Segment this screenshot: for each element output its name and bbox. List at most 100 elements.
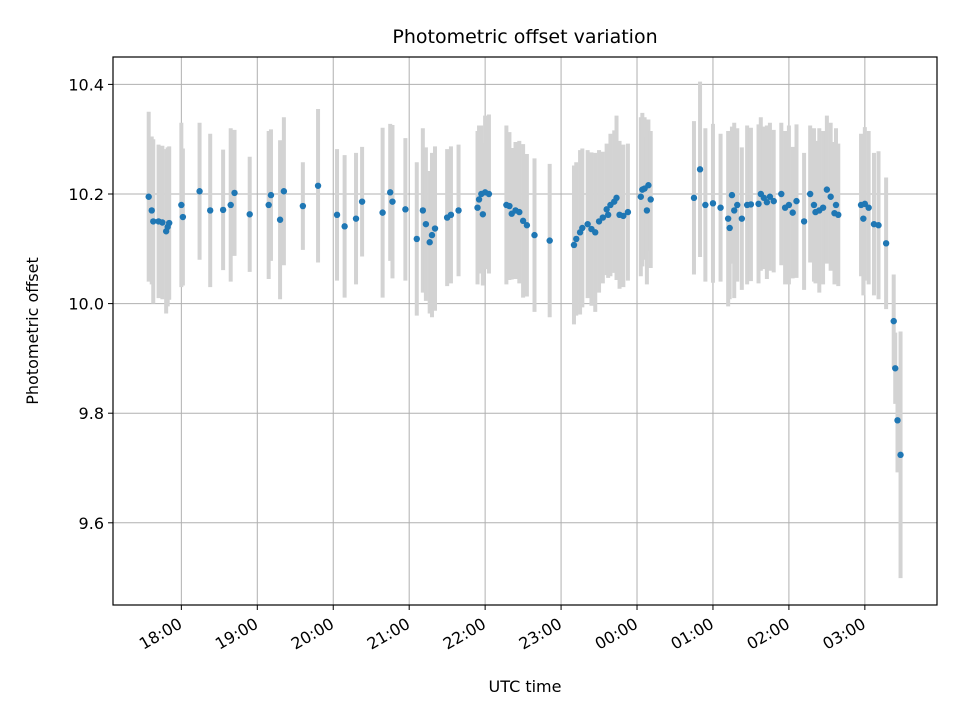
data-point	[827, 193, 834, 200]
x-axis-label: UTC time	[489, 677, 562, 696]
data-point	[770, 197, 777, 205]
data-point	[219, 206, 227, 214]
data-point	[806, 190, 814, 198]
data-point	[246, 211, 253, 218]
data-point	[299, 202, 307, 210]
data-point	[603, 206, 610, 213]
data-point	[832, 201, 840, 209]
data-point	[570, 241, 578, 249]
data-point	[280, 188, 288, 195]
y-axis-ticks: 9.6 9.8 10.0 10.2 10.4	[68, 75, 113, 533]
data-point	[696, 166, 704, 173]
data-point	[231, 189, 238, 197]
plot-frame	[112, 56, 938, 606]
data-point	[860, 215, 867, 222]
data-point	[592, 229, 599, 236]
data-point	[624, 208, 632, 216]
data-point	[731, 207, 738, 214]
data-point	[413, 235, 420, 243]
data-point	[475, 196, 483, 203]
data-point	[227, 201, 234, 209]
data-point	[196, 188, 203, 195]
data-point	[546, 237, 553, 244]
data-point	[645, 182, 652, 189]
data-point	[894, 417, 901, 424]
y-tick-label: 10.0	[68, 295, 104, 314]
data-point	[766, 193, 774, 200]
data-point	[800, 218, 808, 225]
data-point	[643, 207, 651, 214]
data-point	[728, 191, 736, 199]
data-point	[148, 207, 155, 214]
data-point	[755, 200, 762, 208]
data-point	[455, 207, 462, 214]
data-point	[620, 212, 627, 220]
y-tick-label: 9.6	[79, 514, 104, 533]
data-point	[637, 193, 645, 200]
data-point	[717, 204, 724, 211]
data-point	[702, 201, 709, 209]
data-points	[145, 166, 904, 459]
y-tick-label: 9.8	[79, 404, 104, 423]
data-point	[519, 217, 527, 225]
data-point	[386, 189, 394, 196]
data-point	[823, 186, 831, 193]
data-point	[389, 198, 396, 205]
data-point	[341, 223, 348, 230]
data-point	[426, 239, 433, 246]
data-point	[734, 201, 741, 209]
data-point	[267, 191, 275, 199]
data-point	[785, 201, 793, 209]
data-point	[810, 201, 818, 209]
data-point	[402, 206, 409, 213]
data-point	[150, 218, 157, 225]
data-point	[428, 231, 436, 239]
data-point	[778, 190, 785, 198]
data-point	[314, 182, 322, 189]
data-point	[165, 219, 173, 227]
y-tick-label: 10.2	[68, 185, 104, 204]
data-point	[763, 199, 771, 206]
data-point	[747, 201, 755, 208]
data-point	[422, 220, 430, 228]
data-point	[890, 317, 897, 325]
data-point	[419, 207, 427, 214]
data-point	[724, 215, 732, 222]
data-point	[474, 204, 481, 211]
data-point	[789, 209, 796, 216]
data-point	[178, 201, 185, 209]
data-point	[584, 220, 591, 228]
data-point	[523, 222, 531, 229]
data-point	[865, 204, 872, 211]
chart-title: Photometric offset variation	[392, 26, 657, 48]
data-point	[179, 213, 187, 221]
data-point	[579, 224, 586, 232]
data-point	[726, 224, 733, 232]
data-point	[352, 215, 360, 222]
data-point	[709, 200, 717, 207]
y-axis-label: Photometric offset	[23, 257, 42, 405]
data-point	[531, 231, 538, 239]
data-point	[506, 202, 513, 210]
data-point	[875, 222, 882, 229]
data-point	[573, 235, 580, 243]
data-point	[647, 196, 654, 203]
data-point	[207, 207, 214, 214]
data-point	[793, 197, 800, 205]
data-point	[613, 194, 620, 202]
data-point	[276, 216, 284, 223]
data-point	[819, 204, 827, 211]
data-point	[897, 451, 904, 459]
data-point	[738, 215, 746, 222]
data-point	[599, 214, 607, 221]
data-point	[835, 211, 842, 219]
data-point	[358, 198, 366, 205]
data-point	[145, 193, 152, 200]
data-point	[882, 240, 890, 247]
data-point	[479, 211, 487, 218]
data-point	[516, 208, 523, 216]
data-point	[604, 211, 612, 219]
y-tick-label: 10.4	[68, 75, 104, 94]
data-point	[892, 365, 899, 372]
